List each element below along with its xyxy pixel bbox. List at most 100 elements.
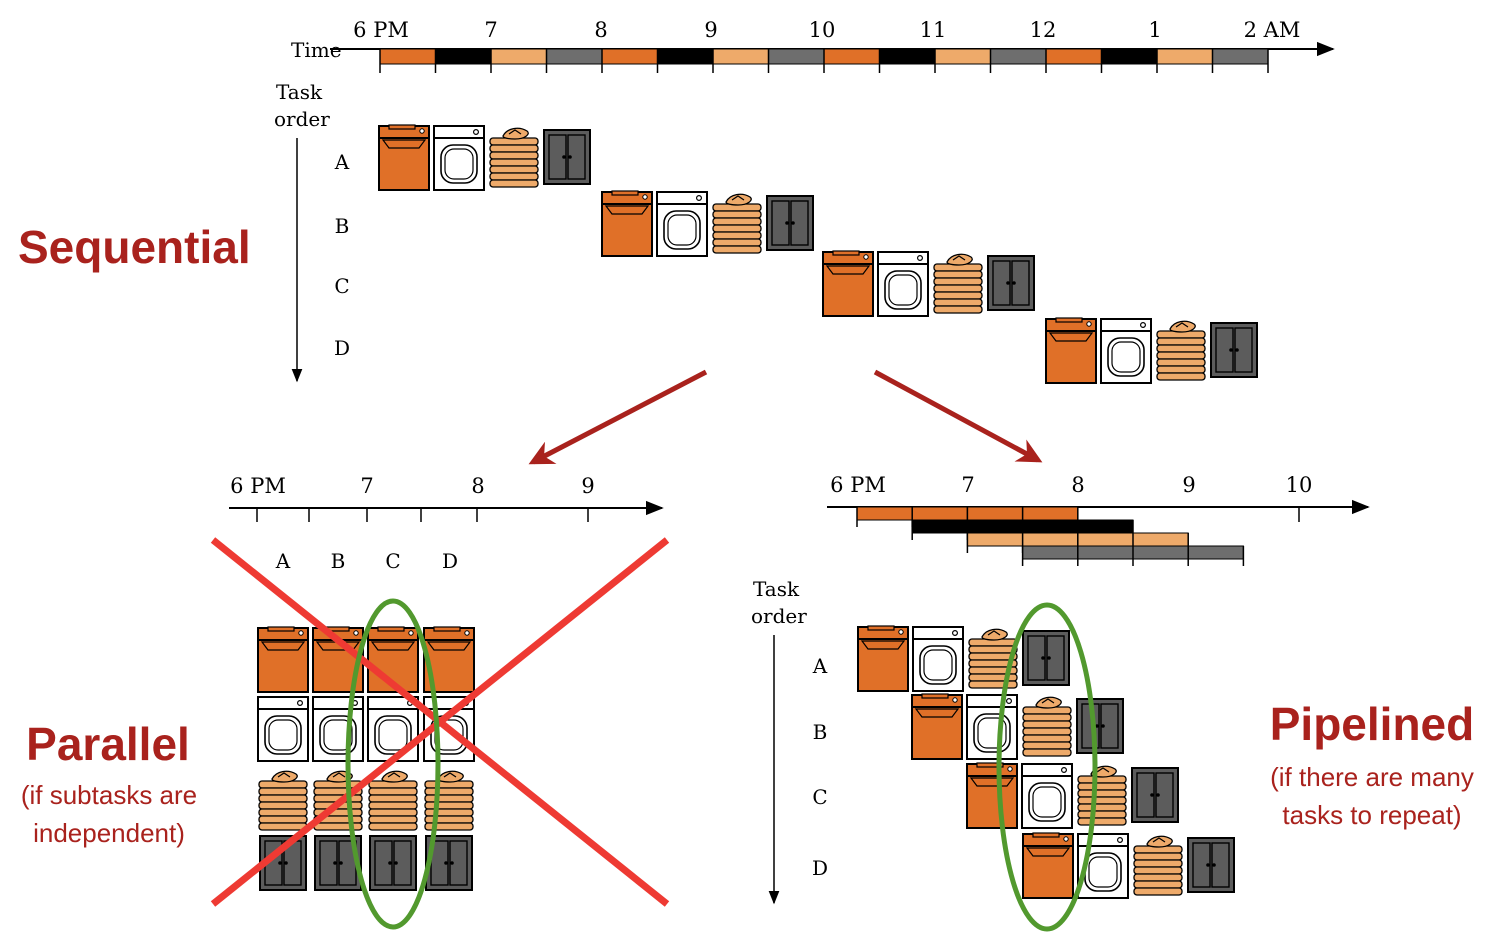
pipelined-time-segment: [966, 506, 1024, 521]
top-time-segment: [990, 48, 1047, 65]
top-time-segment: [546, 48, 603, 65]
top-time-segment: [1101, 48, 1158, 65]
dryer-icon: [312, 696, 364, 762]
pipelined-task-c: C: [812, 785, 827, 809]
pipelined-tick-7: 7: [961, 473, 974, 497]
pipelined-time-segment: [1077, 519, 1134, 534]
closet-icon: [1076, 698, 1124, 754]
top-time-segment: [601, 48, 658, 65]
washer-icon: [966, 762, 1018, 829]
arrow-to-parallel: [528, 369, 708, 465]
top-tick-12: 12: [1030, 18, 1057, 42]
parallel-ticks: [256, 508, 589, 522]
top-tick-6pm: 6 PM: [353, 18, 409, 42]
pipelined-time-segment: [911, 506, 968, 521]
parallel-tick-6pm: 6 PM: [230, 474, 286, 498]
top-task-a: A: [334, 150, 350, 174]
parallel-section: 6 PM 7 8 9 A B C D Parallel (if subtasks…: [21, 474, 670, 930]
pipelined-time-segment: [1077, 545, 1134, 560]
top-time-segment: [657, 48, 714, 65]
dryer-icon: [433, 125, 485, 191]
parallel-note-1: (if subtasks are: [21, 780, 197, 810]
pipelined-task-b: B: [813, 720, 828, 744]
pipelined-tick-6pm: 6 PM: [830, 473, 886, 497]
dryer-icon: [912, 626, 964, 692]
top-time-segment: [768, 48, 825, 65]
folded-clothes-icon: [258, 770, 308, 831]
parallel-tick-7: 7: [360, 474, 373, 498]
washer-icon: [857, 625, 909, 692]
closet-icon: [1131, 767, 1179, 823]
top-tick-10: 10: [809, 18, 836, 42]
top-order-label: order: [274, 107, 330, 131]
washer-icon: [1045, 317, 1097, 384]
pipelined-time-segment: [1022, 506, 1079, 521]
top-time-segment: [379, 48, 436, 65]
top-task-c: C: [334, 274, 349, 298]
top-tick-8: 8: [594, 18, 607, 42]
washer-icon: [822, 250, 874, 317]
top-tick-1: 1: [1148, 18, 1161, 42]
parallel-title: Parallel: [26, 718, 190, 770]
folded-clothes-icon: [489, 127, 539, 188]
top-time-segment: [823, 48, 880, 65]
folded-clothes-icon: [933, 253, 983, 314]
top-tick-11: 11: [920, 18, 947, 42]
top-tick-9: 9: [704, 18, 717, 42]
closet-icon: [987, 255, 1035, 311]
closet-icon: [1187, 837, 1235, 893]
parallel-col-a: A: [275, 549, 291, 573]
top-time-segment: [490, 48, 547, 65]
parallel-cross-line-2: [210, 537, 670, 907]
pipelined-time-segment: [1022, 545, 1079, 560]
parallel-tick-8: 8: [471, 474, 484, 498]
pipelined-time-segment: [1077, 532, 1134, 547]
pipelined-note-2: tasks to repeat): [1282, 800, 1461, 830]
top-task-label: Task: [276, 80, 323, 104]
pipelined-tick-9: 9: [1182, 473, 1195, 497]
closet-icon: [766, 195, 814, 251]
pipelined-title: Pipelined: [1270, 698, 1474, 750]
dryer-icon: [877, 251, 929, 317]
pipelined-tick-8: 8: [1071, 473, 1084, 497]
dryer-icon: [257, 696, 309, 762]
top-time-segments: [379, 48, 1269, 73]
pipelined-time-segment: [1132, 532, 1189, 547]
dryer-icon: [656, 191, 708, 257]
top-time-segment: [435, 48, 492, 65]
parallel-col-b: B: [331, 549, 346, 573]
closet-icon: [1210, 322, 1258, 378]
parallel-col-c: C: [385, 549, 400, 573]
parallel-highlight-ellipse: [345, 598, 441, 930]
folded-clothes-icon: [712, 193, 762, 254]
washer-icon: [601, 190, 653, 257]
arrow-to-pipelined: [873, 369, 1043, 463]
pipelined-time-segment: [966, 519, 1024, 534]
pipelined-time-segment: [1187, 545, 1244, 560]
top-tick-labels: 6 PM 7 8 9 10 11 12 1 2 AM: [353, 18, 1300, 42]
closet-icon: [543, 129, 591, 185]
dryer-icon: [966, 694, 1018, 760]
folded-clothes-icon: [1133, 835, 1183, 896]
pipelined-task-d: D: [812, 856, 828, 880]
top-tick-2am: 2 AM: [1244, 18, 1301, 42]
folded-clothes-icon: [424, 770, 474, 831]
top-time-segment: [1156, 48, 1213, 65]
top-time-segment: [712, 48, 769, 65]
pipelined-time-segment: [1132, 545, 1189, 560]
folded-clothes-icon: [368, 770, 418, 831]
folded-clothes-icon: [1156, 320, 1206, 381]
pipelined-task-a: A: [812, 654, 828, 678]
pipelined-time-segments: [856, 506, 1245, 566]
pipelined-time-segment: [1022, 519, 1079, 534]
folded-clothes-icon: [1077, 765, 1127, 826]
washer-icon: [257, 626, 309, 693]
closet-icon: [369, 835, 417, 891]
top-tick-7: 7: [484, 18, 497, 42]
pipelined-time-segment: [856, 506, 913, 521]
pipelined-task-label: Task: [753, 577, 800, 601]
top-time-label: Time: [291, 38, 342, 62]
sequential-title: Sequential: [18, 221, 251, 273]
top-time-segment: [934, 48, 991, 65]
